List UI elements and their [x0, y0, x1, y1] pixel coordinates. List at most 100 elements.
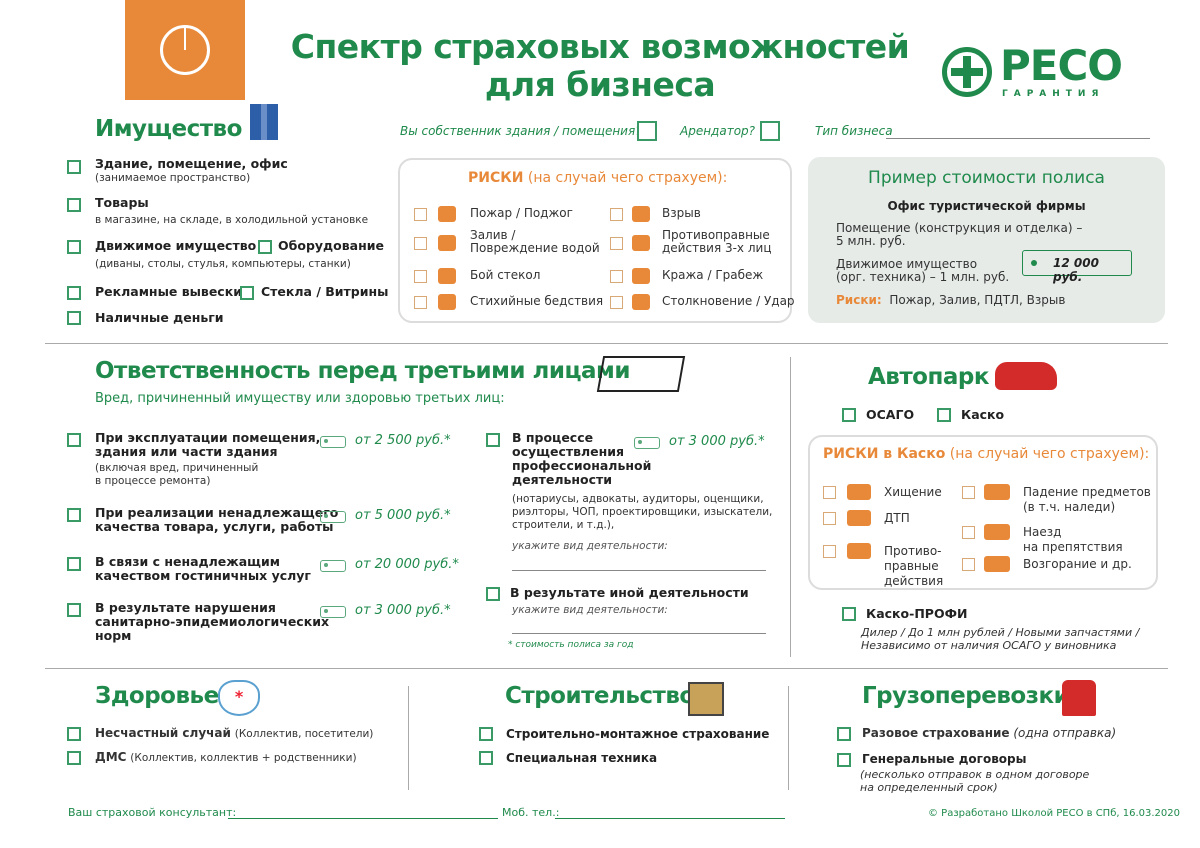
osago-checkbox[interactable]: [842, 408, 856, 422]
glass-checkbox[interactable]: [240, 286, 254, 300]
checkbox[interactable]: [823, 545, 836, 558]
consultant-label: Ваш страховой консультант:: [68, 806, 237, 819]
cross-emblem-icon: [942, 47, 992, 97]
example-title: Пример стоимости полиса: [868, 168, 1105, 188]
checkbox[interactable]: [837, 753, 851, 767]
example-line-1: Помещение (конструкция и отделка) – 5 мл…: [836, 221, 1083, 248]
checkbox[interactable]: [837, 727, 851, 741]
car-crash-icon: [847, 510, 871, 526]
checkbox[interactable]: [67, 311, 81, 325]
checkbox[interactable]: [67, 240, 81, 254]
price-tag-icon: [320, 606, 346, 618]
tenant-question: Арендатор?: [680, 124, 756, 138]
policy-example-panel: [808, 157, 1165, 323]
checkbox[interactable]: [610, 208, 623, 221]
divider: [45, 668, 1168, 669]
title-line-2: для бизнеса: [484, 65, 716, 104]
checkbox[interactable]: [67, 433, 81, 447]
liability-heading: Ответственность перед третьими лицами: [95, 358, 630, 384]
checkbox[interactable]: [610, 296, 623, 309]
checkbox[interactable]: [67, 727, 81, 741]
example-subtitle: Офис туристической фирмы: [887, 199, 1086, 213]
stethoscope-icon: *: [218, 680, 260, 716]
example-risks: Риски: Пожар, Залив, ПДТЛ, Взрыв: [836, 293, 1066, 307]
business-type-field[interactable]: [886, 138, 1150, 139]
health-heading: Здоровье: [95, 683, 219, 709]
price-tag-icon: [320, 560, 346, 572]
divider: [408, 686, 409, 790]
example-line-2: Движимое имущество (орг. техника) – 1 мл…: [836, 257, 1010, 284]
phone-field[interactable]: [555, 818, 785, 819]
auto-heading: Автопарк: [868, 364, 989, 390]
checkbox[interactable]: [67, 508, 81, 522]
activity-field[interactable]: [512, 570, 766, 571]
checkbox[interactable]: [479, 727, 493, 741]
owner-question: Вы собственник здания / помещения?: [400, 124, 642, 138]
broken-glass-icon: [596, 356, 686, 392]
consultant-field[interactable]: [228, 818, 498, 819]
phone-label: Моб. тел.:: [502, 806, 560, 819]
activity-field[interactable]: [512, 633, 766, 634]
truck-icon: [1062, 680, 1096, 716]
kasko-profi-label: Каско-ПРОФИ: [866, 606, 968, 621]
title-line-1: Спектр страховых возможностей: [290, 27, 910, 66]
health-item: Несчастный случай (Коллектив, посетители…: [95, 726, 374, 741]
liability-subtitle: Вред, причиненный имуществу или здоровью…: [95, 391, 505, 406]
building-icon: [250, 104, 278, 140]
credit: © Разработано Школой РЕСО в СПб, 16.03.2…: [928, 808, 1180, 819]
fire-icon: [438, 206, 456, 222]
cargo-item: Разовое страхование (одна отправка): [862, 726, 1117, 740]
checkbox[interactable]: [962, 486, 975, 499]
health-item: ДМС (Коллектив, коллектив + родственники…: [95, 750, 357, 765]
checkbox[interactable]: [962, 526, 975, 539]
checkbox[interactable]: [414, 270, 427, 283]
cargo-note: (несколько отправок в одном договоре на …: [860, 768, 1090, 794]
construction-heading: Строительство: [505, 683, 695, 709]
equipment-checkbox[interactable]: [258, 240, 272, 254]
obstacle-icon: [984, 524, 1010, 540]
reso-logo: РЕСО ГАРАНТИЯ: [940, 41, 1140, 105]
checkbox[interactable]: [67, 286, 81, 300]
checkbox[interactable]: [823, 512, 836, 525]
checkbox[interactable]: [67, 603, 81, 617]
pie-chart-icon: [160, 25, 210, 75]
divider: [790, 357, 791, 657]
checkbox[interactable]: [67, 160, 81, 174]
checkbox[interactable]: [962, 558, 975, 571]
kasko-risks-box: [808, 435, 1158, 590]
checkbox[interactable]: [67, 198, 81, 212]
page-title: Спектр страховых возможностей для бизнес…: [290, 28, 910, 104]
osago-label: ОСАГО: [866, 407, 915, 422]
checkbox[interactable]: [486, 587, 500, 601]
orange-logo-block: [125, 0, 245, 100]
car-icon: [995, 362, 1057, 390]
checkbox[interactable]: [479, 751, 493, 765]
tenant-checkbox[interactable]: [760, 121, 780, 141]
kasko-label: Каско: [961, 407, 1005, 422]
property-risks-box: [398, 158, 792, 323]
cargo-heading: Грузоперевозки: [862, 683, 1070, 709]
construction-crane-icon: [688, 682, 724, 716]
kasko-checkbox[interactable]: [937, 408, 951, 422]
gun-icon: [632, 268, 650, 284]
kasko-profi-checkbox[interactable]: [842, 607, 856, 621]
checkbox[interactable]: [414, 237, 427, 250]
price-tag-icon: [320, 436, 346, 448]
kasko-profi-note: Дилер / До 1 млн рублей / Новыми запчаст…: [861, 626, 1140, 652]
impact-icon: [632, 294, 650, 310]
divider: [788, 686, 789, 790]
checkbox[interactable]: [823, 486, 836, 499]
checkbox[interactable]: [610, 270, 623, 283]
checkbox[interactable]: [67, 557, 81, 571]
checkbox[interactable]: [610, 237, 623, 250]
checkbox[interactable]: [67, 751, 81, 765]
falling-object-icon: [984, 484, 1010, 500]
construction-item: Специальная техника: [506, 751, 658, 765]
risks-title: РИСКИ (на случай чего страхуем):: [468, 170, 728, 186]
property-heading: Имущество: [95, 116, 242, 142]
checkbox[interactable]: [414, 208, 427, 221]
car-theft-icon: [847, 484, 871, 500]
checkbox[interactable]: [486, 433, 500, 447]
checkbox[interactable]: [414, 296, 427, 309]
owner-checkbox[interactable]: [637, 121, 657, 141]
